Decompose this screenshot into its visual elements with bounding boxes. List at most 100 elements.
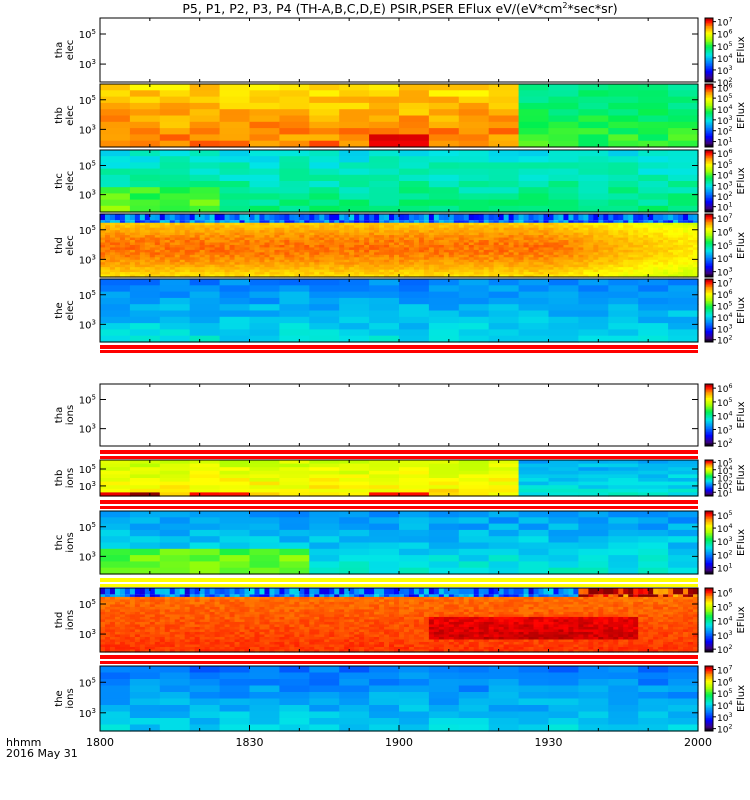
heatmap-cell: [119, 244, 126, 249]
heatmap-cell: [423, 252, 430, 256]
heatmap-cell: [109, 267, 116, 271]
heatmap-cell: [279, 329, 310, 337]
heatmap-cell: [189, 267, 196, 271]
heatmap-cell: [214, 614, 221, 618]
heatmap-cell: [159, 242, 166, 246]
heatmap-cell: [369, 529, 400, 537]
heatmap-cell: [488, 523, 520, 531]
heatmap-cell: [129, 249, 136, 253]
heatmap-cell: [359, 214, 365, 221]
heatmap-cell: [693, 220, 699, 224]
heatmap-cell: [189, 604, 196, 608]
heatmap-cell: [324, 227, 330, 231]
heatmap-cell: [369, 329, 400, 337]
heatmap-cell: [648, 232, 654, 236]
heatmap-cell: [204, 264, 211, 268]
heatmap-cell: [109, 232, 116, 236]
heatmap-cell: [613, 272, 619, 276]
heatmap-cell: [384, 214, 390, 221]
heatmap-cell: [458, 329, 490, 337]
heatmap-cell: [339, 285, 370, 293]
heatmap-cell: [673, 257, 679, 261]
heatmap-cell: [299, 264, 305, 268]
heatmap-cell: [648, 249, 654, 253]
heatmap-cell: [573, 237, 579, 241]
heatmap-cell: [493, 274, 500, 278]
heatmap-cell: [259, 252, 266, 256]
heatmap-cell: [613, 242, 619, 246]
heatmap-cell: [189, 279, 221, 286]
heatmap-cell: [164, 644, 171, 648]
heatmap-cell: [209, 262, 216, 266]
heatmap-cell: [144, 614, 151, 618]
heatmap-cell: [269, 269, 276, 273]
heatmap-cell: [254, 274, 261, 278]
heatmap-cell: [159, 199, 191, 207]
heatmap-cell: [408, 252, 415, 256]
heatmap-cell: [583, 230, 589, 234]
heatmap-cell: [548, 279, 579, 286]
heatmap-cell: [493, 225, 500, 229]
heatmap-cell: [324, 220, 330, 224]
heatmap-cell: [563, 225, 570, 229]
heatmap-cell: [134, 639, 141, 643]
heatmap-cell: [129, 279, 161, 286]
colorbar-cell: [705, 102, 713, 105]
heatmap-cell: [154, 214, 161, 221]
heatmap-cell: [668, 485, 699, 490]
heatmap-cell: [638, 220, 644, 224]
heatmap-cell: [354, 240, 360, 244]
heatmap-cell: [344, 230, 350, 234]
heatmap-cell: [683, 249, 689, 253]
heatmap-cell: [249, 529, 280, 537]
heatmap-cell: [229, 252, 236, 256]
heatmap-cell: [134, 274, 141, 278]
heatmap-cell: [129, 227, 136, 231]
heatmap-cell: [124, 644, 131, 648]
heatmap-cell: [224, 588, 231, 595]
heatmap-cell: [588, 222, 594, 226]
heatmap-cell: [488, 488, 520, 493]
heatmap-cell: [403, 235, 410, 239]
heatmap-cell: [523, 247, 530, 251]
heatmap-cell: [239, 242, 246, 246]
heatmap-cell: [379, 222, 385, 226]
heatmap-cell: [418, 237, 425, 241]
heatmap-cell: [598, 272, 604, 276]
heatmap-cell: [359, 237, 365, 241]
heatmap-cell: [548, 485, 579, 490]
heatmap-cell: [553, 214, 560, 221]
colorbar-cell: [705, 316, 713, 319]
heatmap-cell: [548, 474, 579, 479]
heatmap-cell: [184, 644, 191, 648]
heatmap-cell: [179, 264, 186, 268]
heatmap-cell: [109, 264, 116, 268]
heatmap-cell: [399, 478, 430, 483]
heatmap-cell: [304, 262, 310, 266]
heatmap-cell: [468, 225, 475, 229]
heatmap-cell: [478, 244, 485, 249]
heatmap-cell: [648, 274, 654, 278]
heatmap-cell: [199, 247, 206, 251]
heatmap-cell: [154, 636, 161, 641]
heatmap-cell: [214, 596, 221, 601]
heatmap-cell: [608, 291, 639, 299]
heatmap-cell: [578, 102, 609, 110]
heatmap-cell: [219, 644, 226, 648]
heatmap-cell: [309, 310, 340, 318]
heatmap-cell: [339, 242, 345, 246]
heatmap-cell: [294, 232, 300, 236]
heatmap-cell: [114, 596, 121, 601]
heatmap-cell: [119, 649, 126, 653]
heatmap-cell: [119, 601, 126, 606]
heatmap-cell: [568, 220, 575, 224]
heatmap-cell: [219, 115, 251, 123]
heatmap-cell: [184, 649, 191, 653]
heatmap-cell: [274, 257, 280, 261]
heatmap-cell: [458, 254, 465, 258]
heatmap-cell: [394, 274, 400, 278]
heatmap-cell: [678, 274, 684, 278]
heatmap-cell: [124, 599, 131, 603]
flag-bar: [100, 350, 698, 353]
heatmap-cell: [488, 542, 520, 550]
